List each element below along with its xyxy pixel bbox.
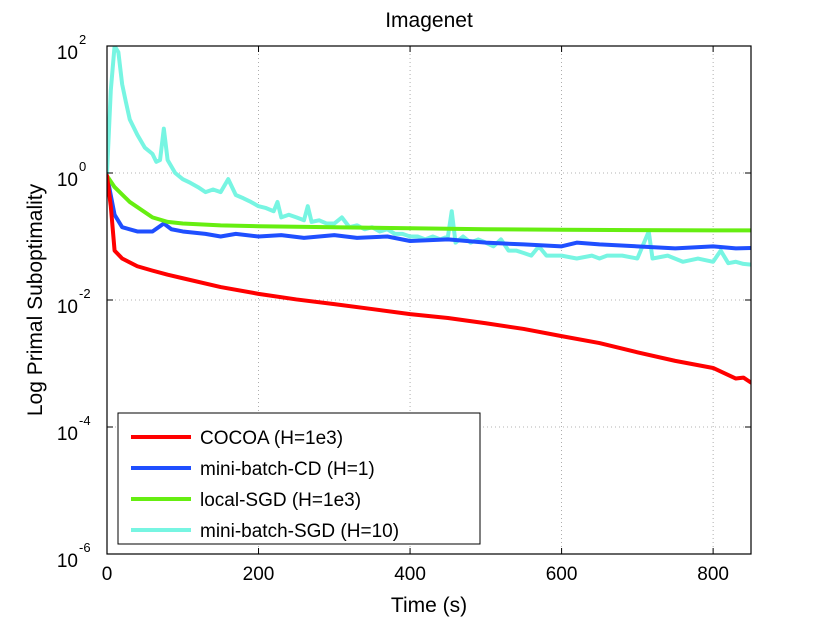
series-line-0 (107, 173, 751, 385)
series-group (107, 46, 751, 385)
y-tick-base: 10 (57, 424, 78, 445)
x-tick-label: 0 (102, 564, 113, 585)
y-tick-exponent: -2 (79, 286, 91, 301)
legend-label-0: COCOA (H=1e3) (200, 428, 343, 449)
series-line-2 (107, 173, 751, 233)
x-tick-label: 600 (546, 564, 578, 585)
x-axis-label: Time (s) (391, 594, 467, 617)
x-tick-label: 200 (243, 564, 275, 585)
legend-label-3: mini-batch-SGD (H=10) (200, 521, 399, 542)
y-tick-base: 10 (57, 297, 78, 318)
y-tick-exponent: -6 (79, 540, 91, 555)
y-tick-exponent: -4 (79, 413, 91, 428)
legend-label-2: local-SGD (H=1e3) (200, 490, 361, 511)
y-axis-label: Log Primal Suboptimality (24, 183, 47, 416)
series-line-1 (107, 173, 751, 251)
legend-label-1: mini-batch-CD (H=1) (200, 459, 375, 480)
chart-title: Imagenet (385, 9, 473, 32)
y-tick-label: 100 (57, 159, 86, 191)
y-tick-exponent: 2 (79, 32, 86, 47)
y-tick-base: 10 (57, 43, 78, 64)
legend: COCOA (H=1e3) mini-batch-CD (H=1) local-SG… (117, 412, 481, 545)
legend-box (117, 412, 481, 545)
grid (107, 46, 751, 554)
y-tick-label: 10-2 (57, 286, 91, 318)
y-tick-exponent: 0 (79, 159, 86, 174)
y-tick-label: 10-6 (57, 540, 91, 572)
x-tick-label: 400 (394, 564, 426, 585)
y-tick-label: 102 (57, 32, 86, 64)
y-tick-base: 10 (57, 170, 78, 191)
y-tick-label: 10-4 (57, 413, 91, 445)
x-tick-label: 800 (697, 564, 729, 585)
y-tick-base: 10 (57, 551, 78, 572)
